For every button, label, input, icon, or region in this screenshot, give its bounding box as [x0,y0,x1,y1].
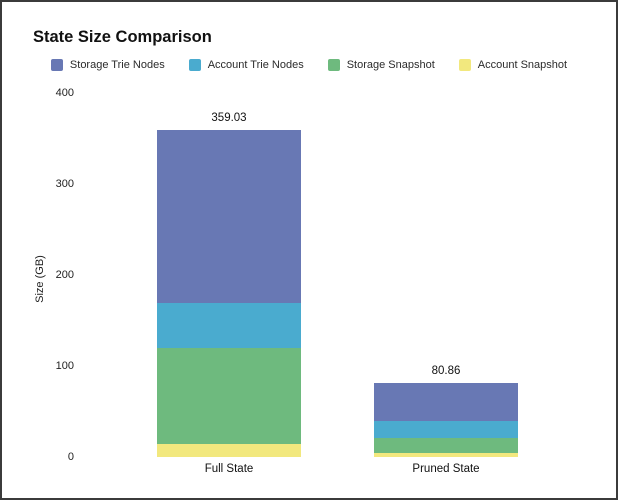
legend-swatch-icon [327,59,340,71]
legend-swatch-icon [458,59,471,71]
bar-segment [157,130,301,303]
legend-swatch-icon [50,59,63,71]
y-axis-tick-label: 0 [67,451,74,463]
legend-label: Account Snapshot [477,59,568,71]
y-axis-tick-label: 100 [55,360,74,372]
legend-item: Storage Snapshot [327,59,435,71]
legend-label: Storage Snapshot [346,59,435,71]
stacked-bar [374,383,518,457]
bar-total-label: 80.86 [431,365,461,378]
bar-segment [374,438,518,453]
legend-item: Account Trie Nodes [188,59,304,71]
bar-segment [374,420,518,439]
bar-segment [157,302,301,349]
y-axis-tick-label: 300 [55,178,74,190]
stacked-bar [157,130,301,457]
x-axis-category-label: Pruned State [412,463,480,475]
bar-segment [157,444,301,457]
legend-swatch-icon [188,59,201,71]
bar-segment [157,348,301,445]
chart-title: State Size Comparison [33,28,212,46]
legend-label: Account Trie Nodes [207,59,304,71]
bar-segment [374,383,518,421]
legend-label: Storage Trie Nodes [69,59,165,71]
bar-total-label: 359.03 [211,112,247,125]
bar-segment [374,452,518,457]
legend: Storage Trie Nodes Account Trie Nodes Stor… [2,59,616,71]
y-axis-tick-label: 400 [55,87,74,99]
y-axis-tick-label: 200 [55,269,74,281]
legend-item: Account Snapshot [458,59,568,71]
legend-item: Storage Trie Nodes [50,59,165,71]
x-axis-category-label: Full State [204,463,254,475]
